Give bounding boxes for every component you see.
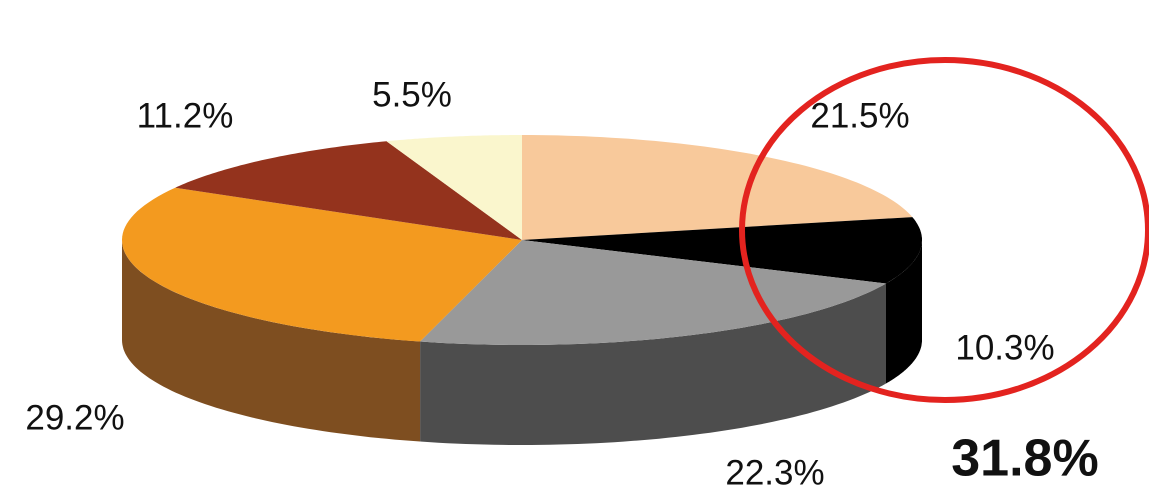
data-label: 5.5% (372, 75, 452, 114)
slice (522, 217, 922, 284)
slice-side (886, 240, 922, 384)
slice (522, 135, 913, 240)
slice-side (122, 240, 421, 442)
labels: 21.5% 10.3% 22.3% 29.2% 11.2% 5.5% (25, 75, 1054, 492)
slice (386, 135, 522, 240)
annotation: 31.8% (951, 430, 1098, 488)
data-label: 11.2% (137, 96, 234, 135)
slice-side (420, 283, 886, 445)
data-label: 10.3% (955, 328, 1054, 367)
slice (122, 187, 522, 342)
pie-sides (122, 240, 922, 445)
data-label: 29.2% (25, 398, 124, 437)
highlight-circle (739, 57, 1149, 403)
data-label: 21.5% (810, 96, 909, 135)
slice (175, 141, 522, 240)
data-label: 22.3% (725, 453, 824, 492)
pie-tops (122, 135, 922, 345)
